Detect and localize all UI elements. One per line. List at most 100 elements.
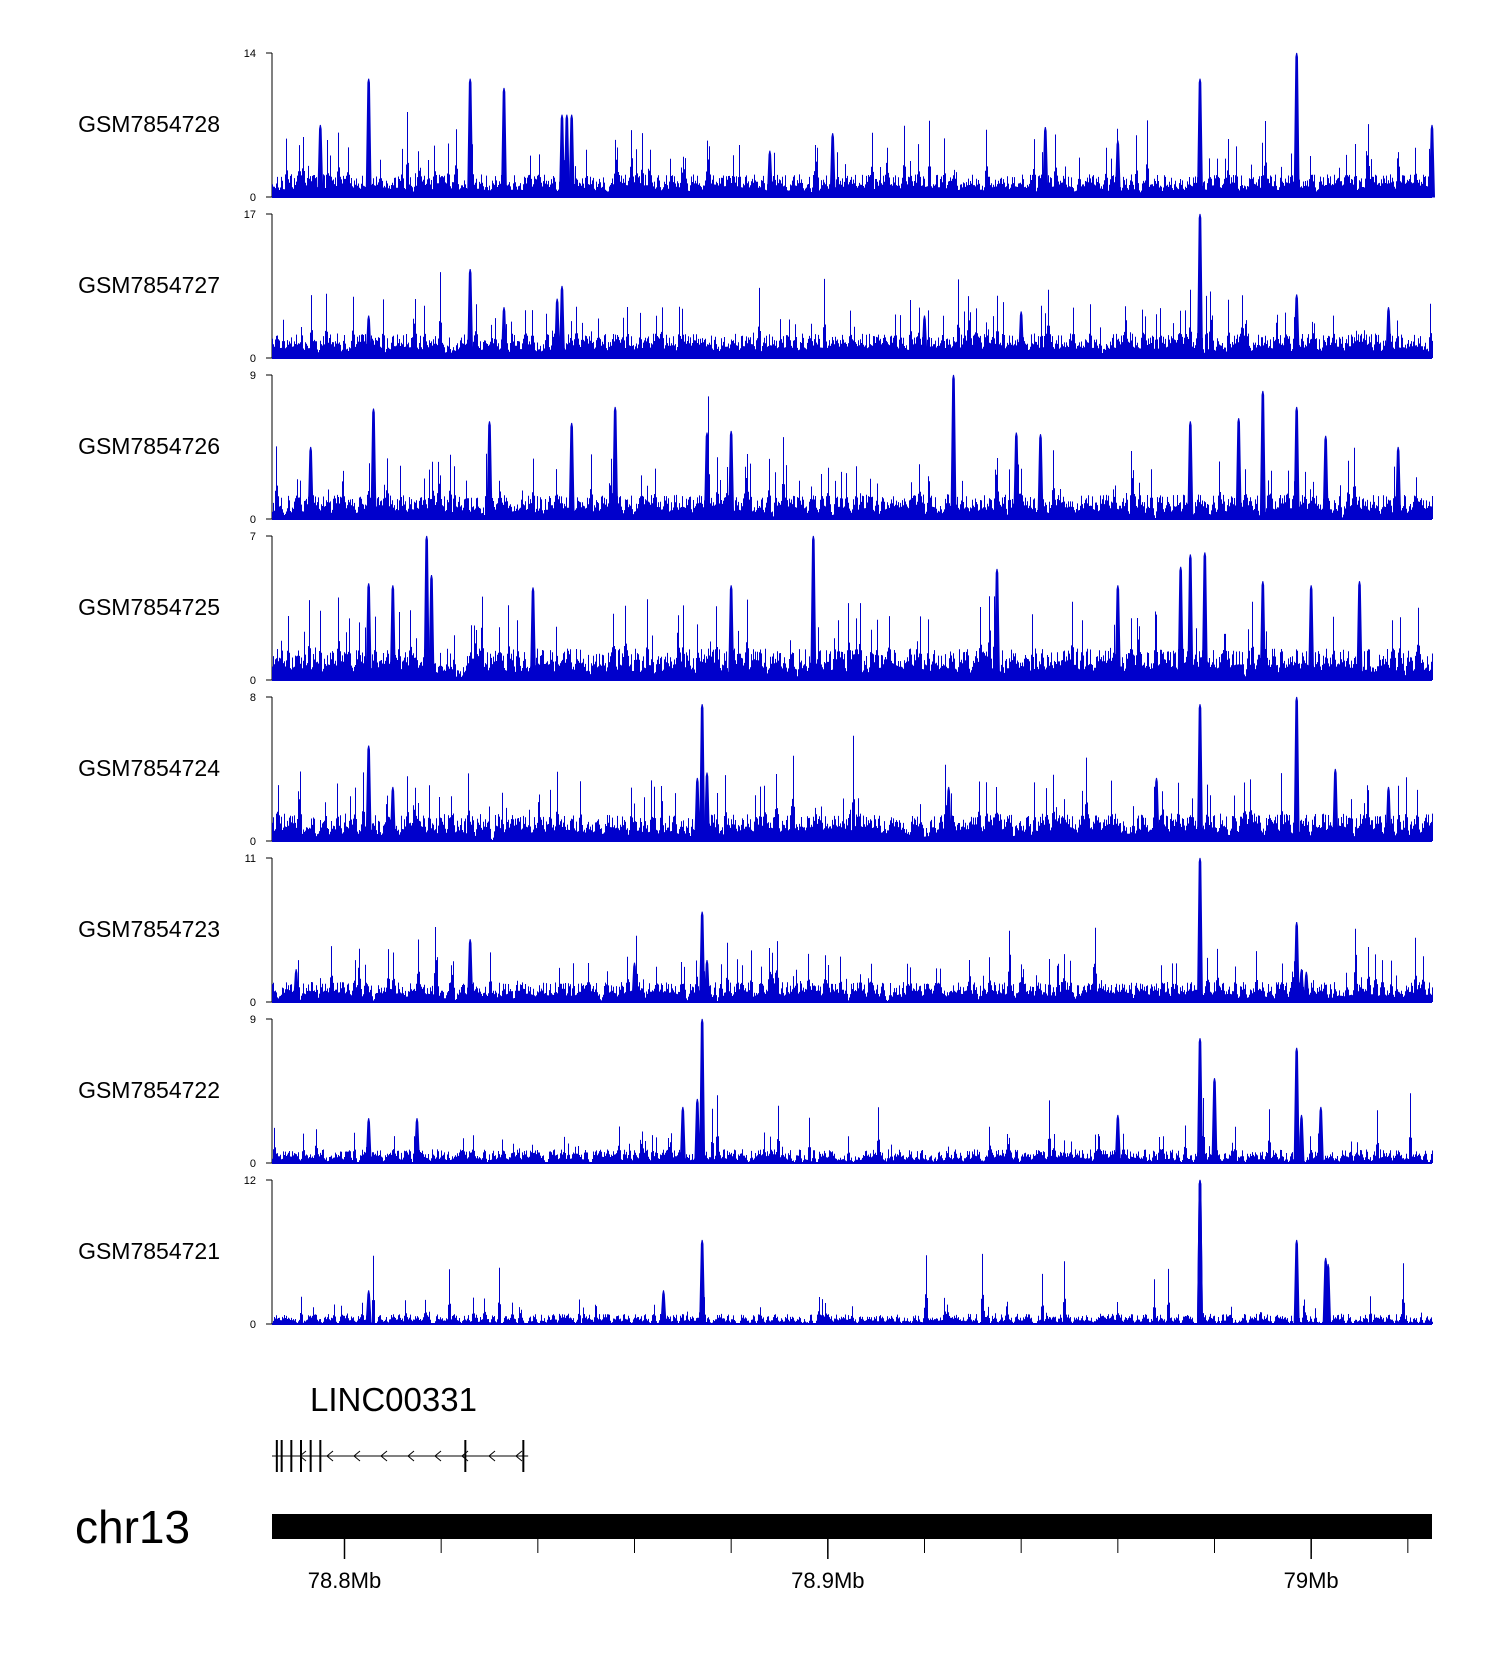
signal-peak: [829, 133, 836, 198]
signal-peak: [1293, 52, 1300, 198]
chromosome-bar: [272, 1514, 1432, 1539]
signal-peak: [389, 585, 396, 681]
gene-strand-arrow: [488, 1450, 496, 1462]
track-GSM7854726: 90: [250, 370, 1433, 526]
x-axis-tick-label: 78.9Mb: [791, 1568, 865, 1593]
y-axis-min-label: 0: [250, 1319, 256, 1331]
signal-GSM7854728: [272, 112, 1433, 197]
signal-peak: [486, 421, 493, 520]
gene-name: LINC00331: [310, 1381, 477, 1418]
signal-peak: [728, 430, 735, 520]
signal-peak: [563, 114, 570, 198]
signal-peak: [307, 446, 314, 520]
signal-peak: [1385, 786, 1392, 842]
signal-peak: [467, 78, 474, 198]
signal-peak: [703, 960, 711, 1003]
gene-strand-arrow: [353, 1450, 361, 1462]
signal-peak: [1196, 857, 1204, 1003]
signal-peak: [554, 298, 561, 359]
signal-peak: [558, 114, 566, 198]
track-GSM7854725: 70: [250, 531, 1433, 687]
y-axis-min-label: 0: [250, 353, 256, 365]
signal-peak: [1037, 434, 1044, 520]
track-GSM7854722: 90: [250, 1014, 1433, 1170]
y-axis-min-label: 0: [250, 675, 256, 687]
signal-peak: [365, 583, 372, 681]
y-axis-max-label: 17: [244, 209, 256, 221]
signal-peak: [694, 777, 701, 842]
signal-peak: [728, 585, 735, 681]
signal-peak: [703, 772, 711, 842]
gene-strand-arrow: [326, 1450, 334, 1462]
signal-GSM7854722: [272, 1093, 1433, 1163]
track-GSM7854728: 14 0: [244, 48, 1436, 204]
signal-peak: [500, 87, 508, 198]
signal-peak: [568, 422, 575, 520]
signal-peak: [293, 969, 300, 1003]
signal-peak: [1395, 446, 1402, 520]
signal-peak: [1042, 126, 1049, 198]
signal-peak: [1293, 294, 1300, 359]
gene-strand-arrow: [515, 1450, 523, 1462]
signal-peak: [1196, 1179, 1204, 1325]
gene-model-LINC00331: [272, 1440, 529, 1472]
y-axis-max-label: 11: [245, 853, 256, 865]
signal-peak: [1293, 1239, 1300, 1325]
signal-peak: [612, 406, 619, 520]
signal-peak: [1322, 435, 1329, 520]
signal-peak: [810, 535, 817, 681]
y-axis-max-label: 7: [250, 531, 256, 543]
y-axis-min-label: 0: [250, 192, 256, 204]
signal-peak: [1428, 124, 1436, 198]
signal-peak: [467, 939, 474, 1003]
signal-peak: [1298, 1114, 1305, 1164]
signal-peak: [1187, 554, 1194, 681]
track-label: GSM7854723: [78, 916, 220, 942]
gene-strand-arrow: [461, 1450, 469, 1462]
signal-peak: [1385, 307, 1392, 359]
signal-peak: [1196, 704, 1204, 842]
signal-peak: [679, 1106, 686, 1164]
signal-peak: [1332, 768, 1339, 842]
signal-peak: [993, 568, 1001, 681]
signal-peak: [467, 268, 474, 359]
signal-peak: [1211, 1078, 1218, 1164]
signal-peak: [1356, 581, 1363, 681]
track-GSM7854724: 80: [250, 692, 1433, 848]
signal-peak: [317, 124, 324, 198]
signal-peak: [1303, 971, 1310, 1003]
signal-peak: [950, 374, 957, 520]
signal-peak: [423, 535, 430, 681]
signal-peak: [1201, 552, 1208, 681]
signal-peak: [1018, 311, 1025, 359]
track-label: GSM7854722: [78, 1077, 220, 1103]
track-GSM7854727: 17 0: [244, 209, 1433, 365]
signal-peak: [558, 285, 566, 359]
signal-peak: [699, 704, 706, 842]
track-label: GSM7854727: [78, 272, 220, 298]
signal-peak: [945, 786, 952, 842]
signal-peak: [660, 1290, 667, 1325]
signal-peak: [1293, 922, 1300, 1003]
signal-peak: [921, 315, 928, 359]
y-axis-max-label: 12: [244, 1175, 256, 1187]
signal-GSM7854721: [272, 1253, 1433, 1324]
y-axis-min-label: 0: [250, 997, 256, 1009]
signal-peak: [1196, 78, 1204, 198]
signal-peak: [428, 574, 435, 681]
signal-peak: [413, 1118, 421, 1164]
signal-peak: [1196, 1038, 1204, 1164]
track-label: GSM7854728: [78, 111, 220, 137]
signal-peak: [365, 78, 372, 198]
track-GSM7854721: 12 0: [244, 1175, 1433, 1331]
signal-peak: [370, 408, 377, 520]
gene-strand-arrow: [380, 1450, 388, 1462]
signal-peak: [1235, 418, 1242, 520]
signal-GSM7854724: [272, 735, 1433, 841]
signal-peak: [500, 307, 508, 359]
signal-peak: [1013, 432, 1020, 520]
signal-peak: [1259, 390, 1266, 520]
signal-peak: [1308, 585, 1315, 681]
track-label: GSM7854721: [78, 1238, 220, 1264]
